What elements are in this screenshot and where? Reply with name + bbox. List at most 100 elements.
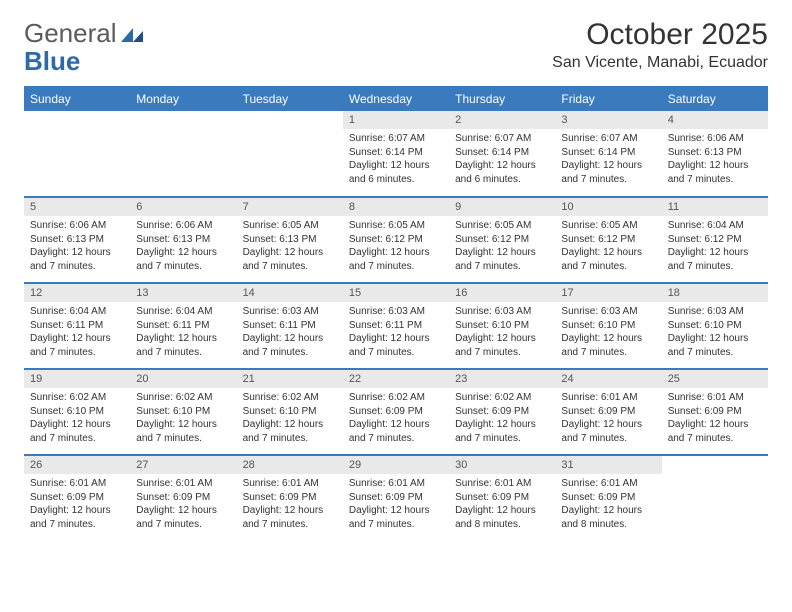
day-details: Sunrise: 6:04 AM Sunset: 6:11 PM Dayligh… <box>24 302 130 363</box>
day-details: Sunrise: 6:05 AM Sunset: 6:12 PM Dayligh… <box>449 216 555 277</box>
day-details: Sunrise: 6:02 AM Sunset: 6:09 PM Dayligh… <box>343 388 449 449</box>
calendar-cell <box>237 111 343 197</box>
title-block: October 2025 San Vicente, Manabi, Ecuado… <box>552 18 768 72</box>
calendar-cell: 26Sunrise: 6:01 AM Sunset: 6:09 PM Dayli… <box>24 455 130 541</box>
day-number: 18 <box>662 284 768 302</box>
calendar-cell: 6Sunrise: 6:06 AM Sunset: 6:13 PM Daylig… <box>130 197 236 283</box>
calendar-cell <box>130 111 236 197</box>
calendar-cell: 30Sunrise: 6:01 AM Sunset: 6:09 PM Dayli… <box>449 455 555 541</box>
day-details: Sunrise: 6:07 AM Sunset: 6:14 PM Dayligh… <box>449 129 555 190</box>
calendar-page: { "logo": { "text1": "General", "text2":… <box>0 0 792 612</box>
calendar-cell: 8Sunrise: 6:05 AM Sunset: 6:12 PM Daylig… <box>343 197 449 283</box>
calendar-cell: 19Sunrise: 6:02 AM Sunset: 6:10 PM Dayli… <box>24 369 130 455</box>
day-details: Sunrise: 6:01 AM Sunset: 6:09 PM Dayligh… <box>449 474 555 535</box>
day-details: Sunrise: 6:01 AM Sunset: 6:09 PM Dayligh… <box>24 474 130 535</box>
day-number: 31 <box>555 456 661 474</box>
header: General October 2025 San Vicente, Manabi… <box>24 18 768 72</box>
week-row: 5Sunrise: 6:06 AM Sunset: 6:13 PM Daylig… <box>24 197 768 283</box>
day-details: Sunrise: 6:03 AM Sunset: 6:11 PM Dayligh… <box>237 302 343 363</box>
calendar-cell: 22Sunrise: 6:02 AM Sunset: 6:09 PM Dayli… <box>343 369 449 455</box>
day-details: Sunrise: 6:03 AM Sunset: 6:11 PM Dayligh… <box>343 302 449 363</box>
day-number: 13 <box>130 284 236 302</box>
day-number: 29 <box>343 456 449 474</box>
calendar-table: Sunday Monday Tuesday Wednesday Thursday… <box>24 86 768 541</box>
calendar-cell: 23Sunrise: 6:02 AM Sunset: 6:09 PM Dayli… <box>449 369 555 455</box>
weekday-saturday: Saturday <box>662 87 768 112</box>
day-details: Sunrise: 6:01 AM Sunset: 6:09 PM Dayligh… <box>555 388 661 449</box>
week-row: 1Sunrise: 6:07 AM Sunset: 6:14 PM Daylig… <box>24 111 768 197</box>
day-number: 22 <box>343 370 449 388</box>
day-number: 27 <box>130 456 236 474</box>
calendar-cell <box>24 111 130 197</box>
day-details: Sunrise: 6:01 AM Sunset: 6:09 PM Dayligh… <box>237 474 343 535</box>
day-number: 30 <box>449 456 555 474</box>
week-row: 12Sunrise: 6:04 AM Sunset: 6:11 PM Dayli… <box>24 283 768 369</box>
calendar-cell: 9Sunrise: 6:05 AM Sunset: 6:12 PM Daylig… <box>449 197 555 283</box>
calendar-cell: 5Sunrise: 6:06 AM Sunset: 6:13 PM Daylig… <box>24 197 130 283</box>
weekday-wednesday: Wednesday <box>343 87 449 112</box>
day-details <box>24 117 130 124</box>
day-details: Sunrise: 6:07 AM Sunset: 6:14 PM Dayligh… <box>555 129 661 190</box>
day-number: 4 <box>662 111 768 129</box>
week-row: 19Sunrise: 6:02 AM Sunset: 6:10 PM Dayli… <box>24 369 768 455</box>
calendar-cell: 1Sunrise: 6:07 AM Sunset: 6:14 PM Daylig… <box>343 111 449 197</box>
calendar-cell: 12Sunrise: 6:04 AM Sunset: 6:11 PM Dayli… <box>24 283 130 369</box>
calendar-cell: 27Sunrise: 6:01 AM Sunset: 6:09 PM Dayli… <box>130 455 236 541</box>
day-number: 8 <box>343 198 449 216</box>
day-details: Sunrise: 6:01 AM Sunset: 6:09 PM Dayligh… <box>555 474 661 535</box>
calendar-cell <box>662 455 768 541</box>
day-details: Sunrise: 6:02 AM Sunset: 6:10 PM Dayligh… <box>24 388 130 449</box>
calendar-cell: 14Sunrise: 6:03 AM Sunset: 6:11 PM Dayli… <box>237 283 343 369</box>
calendar-cell: 17Sunrise: 6:03 AM Sunset: 6:10 PM Dayli… <box>555 283 661 369</box>
day-number: 9 <box>449 198 555 216</box>
day-details: Sunrise: 6:07 AM Sunset: 6:14 PM Dayligh… <box>343 129 449 190</box>
day-details: Sunrise: 6:06 AM Sunset: 6:13 PM Dayligh… <box>130 216 236 277</box>
calendar-head: Sunday Monday Tuesday Wednesday Thursday… <box>24 87 768 112</box>
day-number: 19 <box>24 370 130 388</box>
day-number: 23 <box>449 370 555 388</box>
day-details: Sunrise: 6:03 AM Sunset: 6:10 PM Dayligh… <box>662 302 768 363</box>
day-number: 21 <box>237 370 343 388</box>
day-number: 15 <box>343 284 449 302</box>
day-details: Sunrise: 6:03 AM Sunset: 6:10 PM Dayligh… <box>555 302 661 363</box>
day-number: 25 <box>662 370 768 388</box>
weekday-row: Sunday Monday Tuesday Wednesday Thursday… <box>24 87 768 112</box>
weekday-monday: Monday <box>130 87 236 112</box>
calendar-cell: 18Sunrise: 6:03 AM Sunset: 6:10 PM Dayli… <box>662 283 768 369</box>
weekday-tuesday: Tuesday <box>237 87 343 112</box>
calendar-cell: 2Sunrise: 6:07 AM Sunset: 6:14 PM Daylig… <box>449 111 555 197</box>
day-details: Sunrise: 6:04 AM Sunset: 6:12 PM Dayligh… <box>662 216 768 277</box>
day-details: Sunrise: 6:05 AM Sunset: 6:13 PM Dayligh… <box>237 216 343 277</box>
calendar-cell: 31Sunrise: 6:01 AM Sunset: 6:09 PM Dayli… <box>555 455 661 541</box>
calendar-cell: 13Sunrise: 6:04 AM Sunset: 6:11 PM Dayli… <box>130 283 236 369</box>
day-number: 12 <box>24 284 130 302</box>
location: San Vicente, Manabi, Ecuador <box>552 54 768 72</box>
logo: General <box>24 18 145 49</box>
month-title: October 2025 <box>552 18 768 52</box>
calendar-cell: 21Sunrise: 6:02 AM Sunset: 6:10 PM Dayli… <box>237 369 343 455</box>
day-number: 3 <box>555 111 661 129</box>
logo-mark-icon <box>121 18 143 34</box>
day-details: Sunrise: 6:05 AM Sunset: 6:12 PM Dayligh… <box>555 216 661 277</box>
day-details: Sunrise: 6:01 AM Sunset: 6:09 PM Dayligh… <box>130 474 236 535</box>
day-details: Sunrise: 6:06 AM Sunset: 6:13 PM Dayligh… <box>662 129 768 190</box>
logo-text-general: General <box>24 18 117 49</box>
day-number: 5 <box>24 198 130 216</box>
day-details <box>130 117 236 124</box>
day-details: Sunrise: 6:04 AM Sunset: 6:11 PM Dayligh… <box>130 302 236 363</box>
day-number: 11 <box>662 198 768 216</box>
calendar-cell: 28Sunrise: 6:01 AM Sunset: 6:09 PM Dayli… <box>237 455 343 541</box>
day-details: Sunrise: 6:02 AM Sunset: 6:10 PM Dayligh… <box>237 388 343 449</box>
day-details: Sunrise: 6:01 AM Sunset: 6:09 PM Dayligh… <box>343 474 449 535</box>
calendar-cell: 25Sunrise: 6:01 AM Sunset: 6:09 PM Dayli… <box>662 369 768 455</box>
day-number: 14 <box>237 284 343 302</box>
calendar-cell: 29Sunrise: 6:01 AM Sunset: 6:09 PM Dayli… <box>343 455 449 541</box>
day-details <box>237 117 343 124</box>
day-number: 20 <box>130 370 236 388</box>
calendar-cell: 10Sunrise: 6:05 AM Sunset: 6:12 PM Dayli… <box>555 197 661 283</box>
day-number: 26 <box>24 456 130 474</box>
calendar-body: 1Sunrise: 6:07 AM Sunset: 6:14 PM Daylig… <box>24 111 768 541</box>
day-number: 17 <box>555 284 661 302</box>
day-details: Sunrise: 6:02 AM Sunset: 6:10 PM Dayligh… <box>130 388 236 449</box>
calendar-cell: 7Sunrise: 6:05 AM Sunset: 6:13 PM Daylig… <box>237 197 343 283</box>
